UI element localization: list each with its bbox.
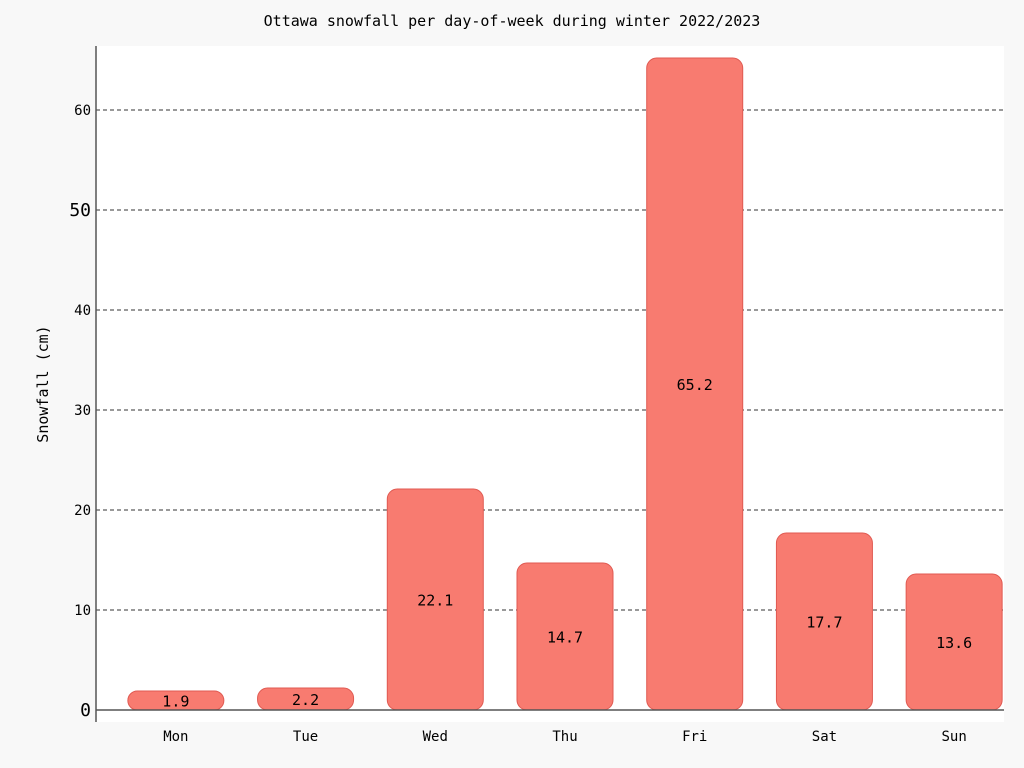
y-tick-label: 20 bbox=[74, 503, 91, 519]
data-label: 13.6 bbox=[936, 634, 972, 652]
x-tick-label: Mon bbox=[163, 729, 188, 745]
x-tick-label: Thu bbox=[552, 729, 577, 745]
x-tick-labels: Mon Tue Wed Thu Fri Sat Sun bbox=[163, 729, 967, 745]
y-tick-label: 50 bbox=[69, 200, 91, 221]
data-label: 2.2 bbox=[292, 691, 319, 709]
x-tick-label: Tue bbox=[293, 729, 318, 745]
x-tick-label: Sun bbox=[941, 729, 966, 745]
x-tick-label: Fri bbox=[682, 729, 707, 745]
y-tick-label: 30 bbox=[74, 403, 91, 419]
y-tick-label: 40 bbox=[74, 303, 91, 319]
y-tick-labels: 0 10 20 30 40 50 60 bbox=[69, 103, 91, 721]
data-label: 22.1 bbox=[417, 592, 453, 610]
y-tick-label: 10 bbox=[74, 603, 91, 619]
data-labels: 1.9 2.2 22.1 14.7 65.2 17.7 13.6 bbox=[162, 376, 972, 711]
data-label: 1.9 bbox=[162, 693, 189, 711]
data-label: 65.2 bbox=[677, 376, 713, 394]
x-tick-label: Wed bbox=[423, 729, 448, 745]
y-tick-label: 0 bbox=[80, 700, 91, 721]
data-label: 17.7 bbox=[806, 614, 842, 632]
y-tick-label: 60 bbox=[74, 103, 91, 119]
y-axis-label: Snowfall (cm) bbox=[34, 325, 52, 442]
chart-title: Ottawa snowfall per day-of-week during w… bbox=[264, 12, 761, 30]
data-label: 14.7 bbox=[547, 629, 583, 647]
x-tick-label: Sat bbox=[812, 729, 837, 745]
